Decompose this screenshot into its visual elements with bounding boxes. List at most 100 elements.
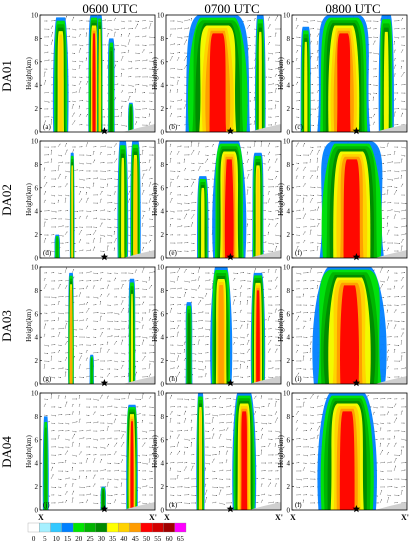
panel-label: (c) (295, 123, 303, 131)
panel-label: (b) (169, 123, 178, 131)
y-axis-label: Height(km) (151, 183, 159, 216)
contour-40dbz (98, 32, 101, 132)
reflectivity-core-1 (319, 141, 384, 258)
panel-j: 0 2 4 6 8 10 Height(km) (j) (25, 390, 156, 515)
station-star-icon (100, 127, 109, 135)
reflectivity-core-1 (197, 176, 209, 258)
station-star-icon (226, 379, 235, 387)
panel-frame (291, 140, 408, 259)
station-star-icon (352, 253, 361, 261)
contour-25dbz (56, 237, 59, 258)
y-tick-label: 8 (287, 287, 291, 295)
y-tick-label: 6 (161, 184, 165, 192)
y-tick-label: 10 (157, 264, 165, 272)
x-end-label: X' (401, 513, 409, 522)
reflectivity-core-2 (88, 15, 100, 132)
y-tick-label: 6 (287, 310, 291, 318)
colorbar-swatch (129, 522, 142, 533)
terrain (122, 376, 155, 384)
panel-frame (291, 266, 408, 385)
y-tick-label: 2 (161, 105, 165, 113)
colorbar-tick-label: 50 (143, 535, 151, 543)
y-tick-label: 0 (287, 129, 291, 137)
y-tick-label: 2 (161, 483, 165, 491)
contour-30dbz (102, 489, 105, 510)
contour-40dbz (133, 158, 137, 258)
y-tick-label: 8 (35, 35, 39, 43)
y-tick-label: 10 (283, 264, 291, 272)
colorbar-tick-label: 45 (132, 535, 140, 543)
station-star-icon (100, 253, 109, 261)
y-tick-label: 2 (287, 357, 291, 365)
colorbar-tick-label: 55 (154, 535, 162, 543)
panel-label: (d) (43, 249, 52, 257)
column-title-0700: 0700 UTC (204, 1, 259, 16)
y-tick-label: 0 (161, 129, 165, 137)
y-tick-label: 6 (161, 310, 165, 318)
y-axis-label: Height(km) (277, 435, 285, 468)
y-tick-label: 6 (35, 310, 39, 318)
terrain (122, 502, 155, 510)
y-tick-label: 4 (287, 460, 291, 468)
panel-frame (165, 266, 282, 385)
y-tick-label: 0 (287, 381, 291, 389)
reflectivity-core-1 (300, 26, 311, 132)
y-tick-label: 2 (287, 231, 291, 239)
panel-frame (165, 140, 282, 259)
contour-25dbz (44, 427, 47, 510)
contour-50dbz (336, 33, 351, 132)
reflectivity-core-3 (96, 15, 103, 132)
panel-label: (g) (43, 375, 52, 383)
y-tick-label: 8 (35, 161, 39, 169)
colorbar-tick-label: 30 (98, 535, 106, 543)
y-axis-label: Height(km) (25, 57, 33, 90)
colorbar: 0 5 10 15 20 25 30 35 40 45 50 55 60 65 (27, 522, 187, 543)
panel-frame (39, 392, 156, 511)
y-tick-label: 4 (161, 82, 165, 90)
station-star-icon (226, 505, 235, 513)
y-tick-label: 0 (287, 255, 291, 263)
contour-30dbz (129, 106, 132, 132)
panel-frame (291, 14, 408, 133)
terrain (374, 376, 407, 384)
reflectivity-core-4 (107, 38, 115, 132)
y-tick-label: 0 (35, 381, 39, 389)
station-star-icon (226, 253, 235, 261)
y-tick-label: 8 (161, 413, 165, 421)
y-tick-label: 2 (287, 483, 291, 491)
y-tick-label: 0 (161, 507, 165, 515)
contour-30dbz (187, 313, 191, 384)
reflectivity-core-4 (54, 234, 61, 258)
contour-35dbz (304, 41, 308, 132)
reflectivity-core-2 (254, 15, 266, 132)
contour-25dbz (90, 358, 93, 384)
x-start-label: X (290, 513, 296, 522)
contour-30dbz (110, 51, 113, 132)
y-tick-label: 0 (35, 129, 39, 137)
reflectivity-core-2 (117, 141, 129, 258)
y-tick-label: 10 (157, 138, 165, 146)
panel-label: (h) (169, 375, 178, 383)
terrain (374, 124, 407, 132)
x-end-label: X' (275, 513, 283, 522)
colorbar-tick-label: 60 (166, 535, 174, 543)
y-axis-label: Height(km) (151, 435, 159, 468)
y-tick-label: 10 (31, 138, 39, 146)
colorbar-tick-label: 10 (53, 535, 61, 543)
row-title-da03: DA03 (0, 310, 14, 342)
contour-50dbz (340, 285, 359, 384)
reflectivity-core-2 (126, 404, 138, 510)
contour-35dbz (200, 187, 205, 258)
reflectivity-core-3 (100, 486, 107, 510)
reflectivity-core-1 (185, 302, 193, 384)
contour-50dbz (343, 159, 361, 258)
contour-50dbz (256, 290, 260, 384)
panel-label: (i) (295, 375, 302, 383)
y-tick-label: 2 (287, 105, 291, 113)
panel-e: 0 2 4 6 8 10 Height(km) (e) (151, 138, 282, 263)
reflectivity-core-3 (89, 354, 95, 384)
contour-50dbz (224, 159, 234, 258)
y-tick-label: 2 (35, 483, 39, 491)
panel-h: 0 2 4 6 8 10 Height(km) (h) (151, 264, 282, 389)
